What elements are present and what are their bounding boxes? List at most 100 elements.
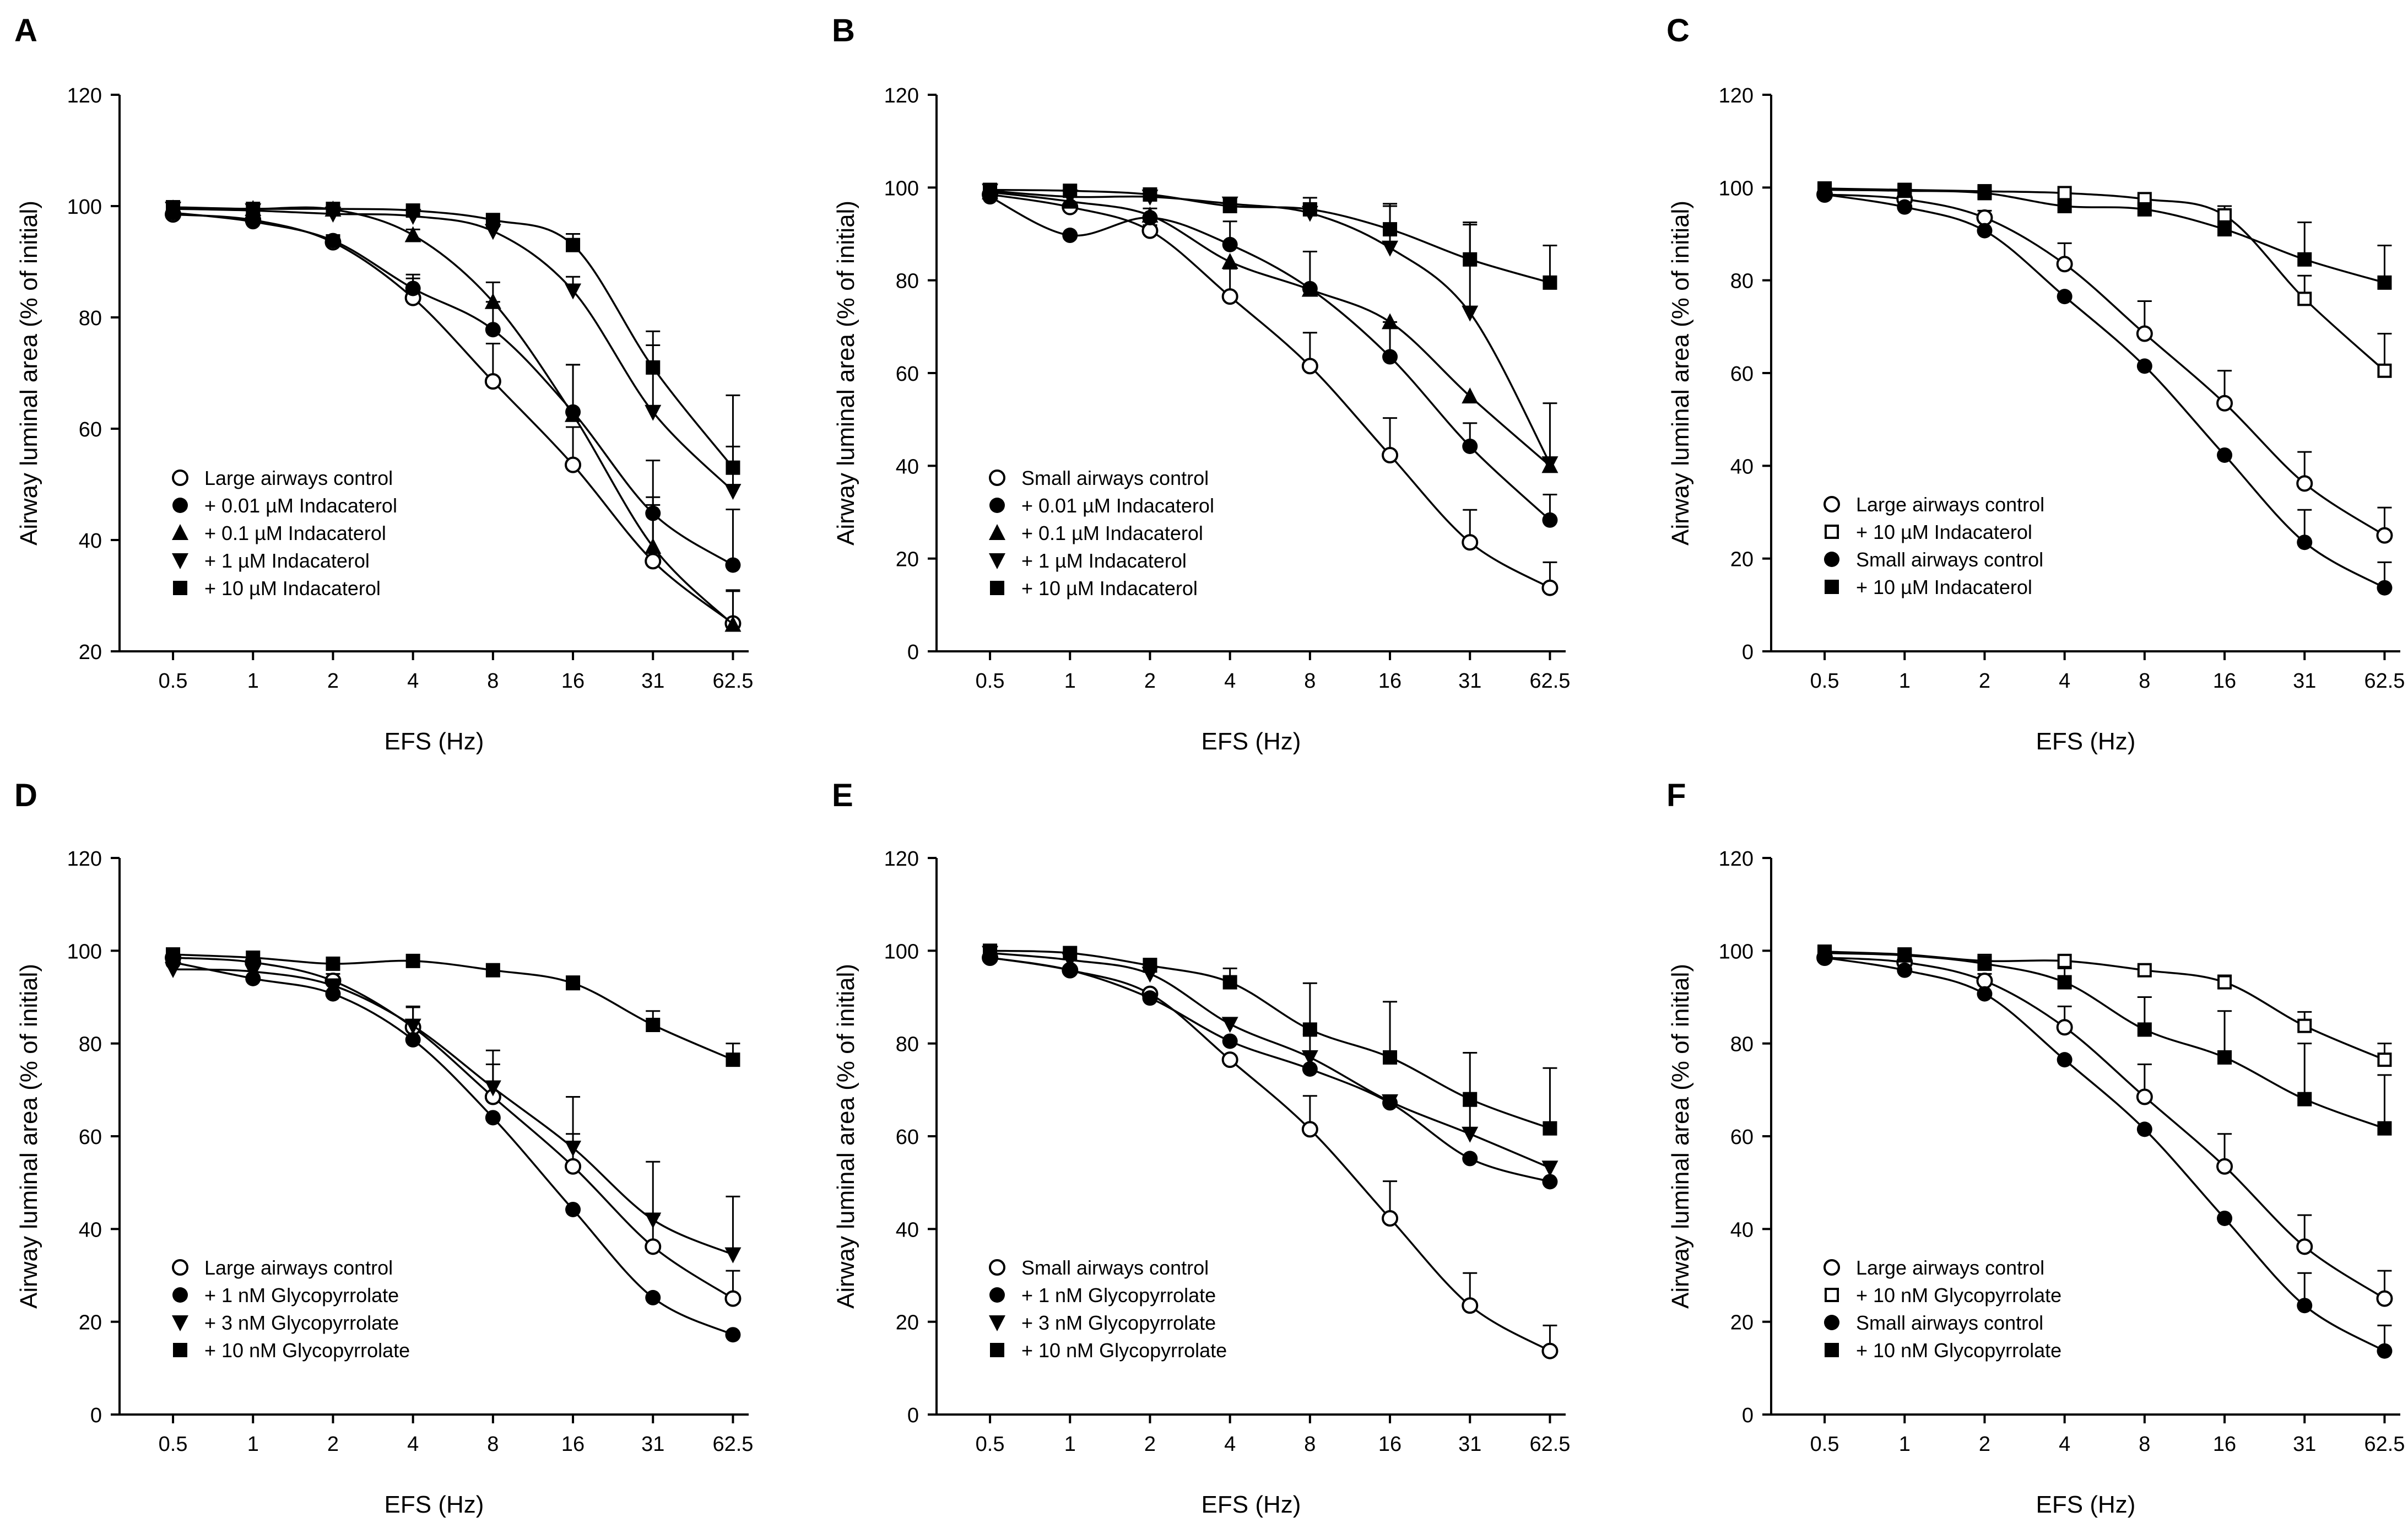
panel-d: D 0 20 40 60 80 100 120 0.5 1 2 4 8 16 31 62.5 EFS (Hz) A… (14, 778, 753, 1518)
data-point (2297, 252, 2312, 267)
x-tick-label: 1 (247, 1433, 259, 1456)
series-1 (1816, 949, 2393, 1307)
series-1 (165, 949, 742, 1307)
panel-e: E 0 20 40 60 80 100 120 0.5 1 2 4 8 16 31 62.5 EFS (Hz) A… (832, 778, 1570, 1518)
data-point (2136, 1088, 2153, 1105)
data-point (1383, 222, 1398, 237)
data-point (2217, 975, 2232, 990)
x-tick-label: 4 (2059, 670, 2070, 693)
series-3 (1817, 186, 2393, 596)
x-axis-label: EFS (Hz) (1202, 728, 1301, 755)
data-point (645, 1212, 662, 1229)
data-point (246, 202, 261, 217)
series-5 (166, 200, 740, 475)
y-tick-label: 80 (896, 270, 919, 293)
data-point (2057, 289, 2072, 305)
data-point (726, 460, 740, 475)
legend: Small airways control + 1 nM Glycopyrrola… (989, 1256, 1227, 1362)
data-point (1977, 956, 1992, 971)
legend-label: Small airways control (1021, 1256, 1209, 1279)
data-point (565, 1158, 582, 1175)
fit-curve (172, 213, 734, 624)
series-2 (165, 205, 741, 573)
data-point (645, 404, 662, 421)
legend-label: + 10 µM Indacaterol (1021, 577, 1198, 600)
data-point (2376, 527, 2393, 544)
x-tick-label: 16 (561, 670, 585, 693)
fit-curve (1824, 957, 2385, 1300)
legend-marker (1824, 1315, 1839, 1330)
legend: Large airways control + 1 nM Glycopyrrola… (172, 1256, 410, 1362)
data-point (405, 203, 420, 218)
data-point (165, 962, 182, 978)
legend-marker (172, 1287, 188, 1303)
data-point (405, 1032, 421, 1048)
x-tick-label: 0.5 (159, 670, 188, 693)
x-tick-label: 4 (1224, 1433, 1236, 1456)
series-4 (1817, 946, 2392, 1136)
legend-marker (989, 1315, 1005, 1331)
data-point (1541, 579, 1559, 596)
y-tick-label: 20 (79, 1311, 102, 1335)
x-tick-label: 0.5 (976, 1433, 1005, 1456)
legend-marker (990, 581, 1004, 595)
legend-label: Large airways control (1856, 1256, 2044, 1279)
data-point (1141, 222, 1159, 239)
fit-curve (1825, 952, 2385, 1130)
legend-label: Large airways control (204, 1256, 393, 1279)
data-point (1222, 236, 1238, 252)
data-point (1977, 986, 1993, 1002)
series-1 (1816, 186, 2393, 544)
data-point (1143, 958, 1157, 973)
legend-label: + 1 µM Indacaterol (1021, 549, 1187, 572)
data-point (565, 1141, 582, 1157)
legend-marker (172, 498, 188, 513)
data-point (405, 953, 420, 968)
x-tick-label: 0.5 (159, 1433, 188, 1456)
data-point (2137, 963, 2152, 978)
x-tick-label: 62.5 (712, 1433, 753, 1456)
y-tick-label: 120 (67, 848, 102, 871)
legend-marker (173, 581, 187, 595)
data-point (485, 322, 501, 338)
x-tick-label: 62.5 (2364, 1433, 2405, 1456)
data-point (1977, 223, 1993, 239)
x-axis-label: EFS (Hz) (1202, 1491, 1301, 1518)
fit-curve (990, 949, 1551, 1130)
data-point (485, 1110, 501, 1126)
x-tick-label: 4 (407, 1433, 419, 1456)
data-point (2377, 1052, 2392, 1067)
legend-label: + 10 nM Glycopyrrolate (1856, 1284, 2061, 1307)
y-tick-label: 80 (1730, 1033, 1754, 1056)
data-point (1541, 1342, 1559, 1359)
series-4 (983, 943, 1557, 1136)
data-point (1462, 1126, 1479, 1143)
legend-label: + 10 µM Indacaterol (1856, 521, 2032, 543)
data-point (2296, 1238, 2313, 1255)
data-point (1382, 446, 1399, 463)
y-tick-label: 20 (79, 641, 102, 664)
data-point (1142, 990, 1158, 1006)
legend-marker (990, 1343, 1004, 1357)
data-point (485, 963, 500, 978)
x-tick-label: 8 (487, 670, 499, 693)
legend-marker (1825, 580, 1839, 594)
fit-curve (172, 957, 734, 1300)
data-point (246, 950, 261, 965)
data-point (2297, 1298, 2313, 1314)
series-3 (982, 183, 1559, 473)
panel-letter: C (1666, 13, 1690, 48)
panel-letter: A (14, 13, 37, 48)
data-point (2137, 202, 2152, 217)
y-axis-label: Airway luminal area (% of initial) (1667, 964, 1694, 1309)
legend-marker (989, 524, 1005, 540)
data-point (2217, 1050, 2232, 1065)
data-point (1062, 228, 1078, 244)
data-point (1222, 1033, 1238, 1049)
data-point (1541, 456, 1559, 473)
x-tick-label: 2 (1979, 1433, 1990, 1456)
data-point (1462, 534, 1479, 551)
series-5 (983, 182, 1557, 290)
x-axis-label: EFS (Hz) (2036, 728, 2136, 755)
data-point (565, 1201, 581, 1217)
